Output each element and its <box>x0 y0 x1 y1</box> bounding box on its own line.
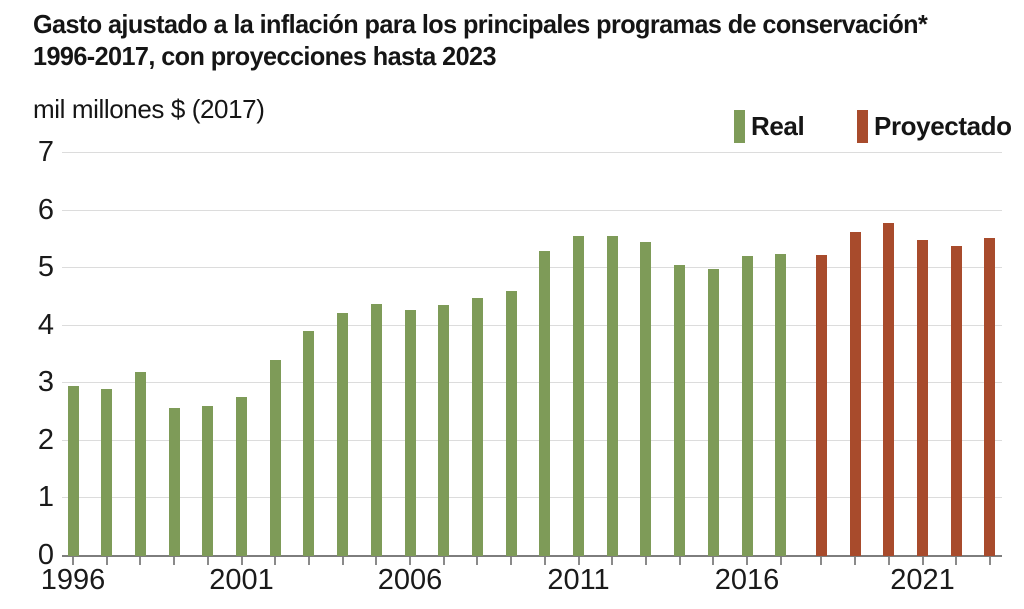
bar-2014-real <box>674 265 686 556</box>
bar-1999-real <box>168 408 180 556</box>
gridline-y-3 <box>62 382 1002 384</box>
y-tick-label-2: 2 <box>37 423 54 456</box>
x-tick-label-2016: 2016 <box>714 564 780 596</box>
bar-2006-real <box>404 310 416 556</box>
x-tick-label-2021: 2021 <box>890 564 955 596</box>
y-tick-label-5: 5 <box>37 251 54 284</box>
x-tick-label-1996: 1996 <box>40 564 106 596</box>
bar-2005-real <box>370 304 382 556</box>
x-tick-2014 <box>678 557 681 565</box>
bar-2017-real <box>775 254 787 556</box>
x-tick-2011 <box>577 557 580 565</box>
bar-2018-proyectado <box>815 255 827 556</box>
chart-title: Gasto ajustado a la inflación para los p… <box>33 8 928 72</box>
gridline-y-5 <box>62 267 1002 269</box>
bar-2015-real <box>707 269 719 556</box>
x-tick-2001 <box>240 557 243 565</box>
x-tick-2004 <box>341 557 344 565</box>
bar-2012-real <box>606 236 618 556</box>
bar-2021-proyectado <box>917 240 928 556</box>
bar-1997-real <box>101 389 113 556</box>
x-tick-2020 <box>887 557 890 565</box>
x-tick-1998 <box>139 557 142 565</box>
x-tick-2003 <box>307 557 310 565</box>
bar-2022-proyectado <box>950 246 962 556</box>
x-tick-2013 <box>644 557 647 565</box>
legend-swatch-real-icon <box>734 110 745 143</box>
bar-2016-real <box>741 256 753 556</box>
legend-label-proyectado: Proyectado <box>874 111 1012 141</box>
y-tick-label-0: 0 <box>37 539 54 571</box>
y-tick-label-1: 1 <box>37 481 54 514</box>
x-tick-2008 <box>476 557 479 565</box>
bar-2013-real <box>640 242 652 556</box>
bar-2009-real <box>505 291 517 556</box>
x-tick-2019 <box>854 557 857 565</box>
x-tick-label-2001: 2001 <box>209 564 274 596</box>
bar-2020-proyectado <box>883 223 895 556</box>
bar-2000-real <box>202 406 214 556</box>
y-tick-label-6: 6 <box>37 193 54 226</box>
bar-2002-real <box>269 360 281 556</box>
gridline-y-1 <box>62 497 1002 499</box>
gridline-y-6 <box>62 209 1002 211</box>
x-tick-2007 <box>442 557 445 565</box>
x-tick-2015 <box>712 557 715 565</box>
x-tick-2006 <box>409 557 411 565</box>
x-tick-2021 <box>921 557 924 565</box>
x-tick-2002 <box>274 557 277 565</box>
gridline-y-7 <box>62 152 1002 153</box>
x-tick-2022 <box>955 557 958 565</box>
legend-label-real: Real <box>751 111 805 141</box>
bar-2003-real <box>303 331 315 556</box>
x-tick-2016 <box>746 557 748 565</box>
bar-2011-real <box>573 236 584 556</box>
bar-2008-real <box>471 298 483 556</box>
y-axis-unit-label: mil millones $ (2017) <box>33 94 265 124</box>
y-tick-label-7: 7 <box>37 136 54 168</box>
bar-2004-real <box>337 313 349 556</box>
x-tick-1996 <box>72 557 74 565</box>
x-tick-label-2011: 2011 <box>547 564 610 596</box>
plot-area: 0 1 2 3 4 5 6 7 1996 2001 2006 2011 2016 2021 <box>38 136 1002 596</box>
x-tick-2018 <box>820 557 823 565</box>
bar-2007-real <box>438 305 450 556</box>
bar-2010-real <box>539 251 551 556</box>
x-tick-label-2006: 2006 <box>377 564 443 596</box>
x-tick-2010 <box>543 557 546 565</box>
x-tick-2017 <box>779 557 782 565</box>
bar-2001-real <box>236 397 247 556</box>
y-tick-label-3: 3 <box>37 366 54 399</box>
x-axis-line <box>62 555 1002 557</box>
x-tick-2009 <box>510 557 513 565</box>
legend-swatch-proyectado-icon <box>857 110 868 143</box>
gridline-y-4 <box>62 324 1002 326</box>
x-tick-2012 <box>611 557 614 565</box>
x-tick-2023 <box>988 557 991 565</box>
x-tick-1997 <box>105 557 108 565</box>
x-tick-1999 <box>173 557 176 565</box>
chart-title-line1: Gasto ajustado a la inflación para los p… <box>33 9 928 39</box>
bar-2023-proyectado <box>984 238 996 556</box>
bar-1996-real <box>67 386 79 556</box>
y-tick-label-4: 4 <box>37 308 54 341</box>
bar-1998-real <box>134 372 146 556</box>
legend-item-real: Real <box>734 110 805 143</box>
x-tick-2000 <box>206 557 209 565</box>
legend-item-proyectado: Proyectado <box>857 110 1012 143</box>
chart-title-line2: 1996-2017, con proyecciones hasta 2023 <box>33 41 497 71</box>
gridline-y-2 <box>62 439 1002 441</box>
x-tick-2005 <box>375 557 378 565</box>
bar-2019-proyectado <box>849 232 861 556</box>
